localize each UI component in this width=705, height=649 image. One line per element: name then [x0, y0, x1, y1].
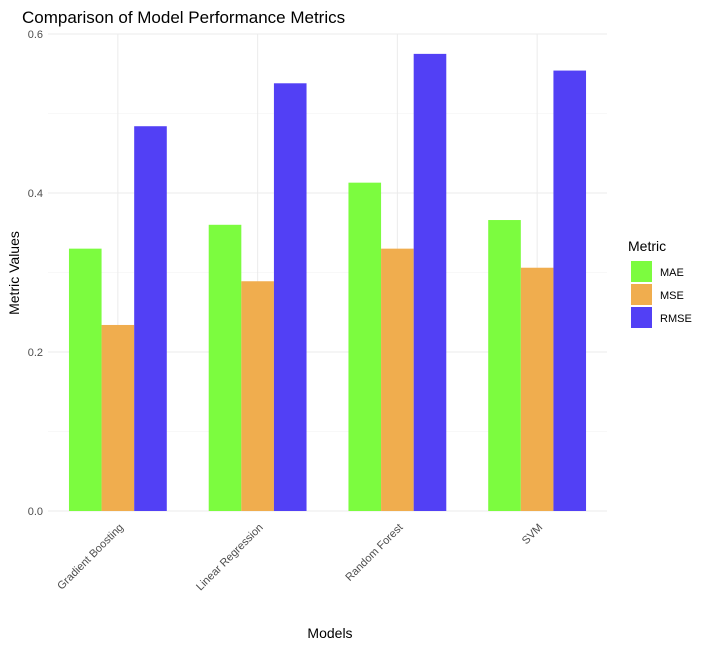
x-tick-label: Linear Regression	[194, 522, 266, 594]
bar-rmse-random-forest	[413, 53, 447, 511]
bar-rmse-linear-regression	[273, 83, 307, 511]
x-tick-label: Random Forest	[343, 522, 405, 584]
legend-items: MAE MSE RMSE	[631, 261, 692, 328]
x-axis-title: Models	[307, 625, 352, 641]
legend-key-mae	[631, 261, 652, 282]
y-tick-label: 0.2	[28, 347, 43, 359]
y-tick-label: 0.0	[28, 506, 43, 518]
bar-mse-gradient-boosting	[101, 324, 135, 511]
bar-mae-linear-regression	[208, 224, 242, 512]
legend-label-mae: MAE	[660, 267, 684, 279]
y-tick-label: 0.4	[28, 188, 43, 200]
bar-mae-gradient-boosting	[68, 248, 102, 511]
bar-mae-random-forest	[348, 182, 382, 512]
bars	[68, 53, 587, 512]
legend-key-rmse	[631, 307, 652, 328]
bar-mae-svm	[488, 220, 521, 511]
chart-title: Comparison of Model Performance Metrics	[22, 8, 345, 27]
y-tick-label: 0.6	[28, 29, 43, 41]
bar-mse-svm	[520, 267, 554, 511]
bar-mse-linear-regression	[241, 281, 274, 511]
legend-title: Metric	[628, 238, 666, 254]
legend-label-rmse: RMSE	[660, 313, 692, 325]
x-axis-ticks: Gradient Boosting Linear Regression Random…	[55, 522, 545, 594]
x-tick-label: Gradient Boosting	[55, 522, 126, 593]
bar-rmse-svm	[553, 70, 587, 511]
bar-mse-random-forest	[381, 248, 414, 511]
y-axis-title: Metric Values	[6, 231, 22, 315]
legend-key-mse	[631, 284, 652, 305]
x-tick-label: SVM	[520, 522, 545, 547]
legend-label-mse: MSE	[660, 290, 684, 302]
y-axis-ticks: 0.0 0.2 0.4 0.6	[28, 29, 43, 518]
bar-rmse-gradient-boosting	[134, 126, 167, 511]
legend: Metric MAE MSE RMSE	[628, 238, 692, 328]
